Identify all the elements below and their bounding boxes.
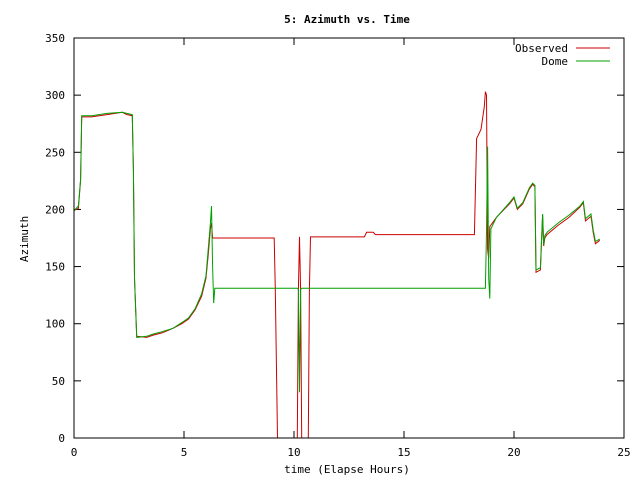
x-tick-label: 25: [617, 446, 630, 459]
y-tick-label: 300: [45, 89, 65, 102]
x-axis-label: time (Elapse Hours): [284, 463, 410, 476]
x-tick-label: 0: [71, 446, 78, 459]
legend-label-dome: Dome: [542, 55, 569, 68]
plot-frame: [73, 37, 625, 439]
legend-label-observed: Observed: [515, 42, 568, 55]
x-axis-ticks: 0 5 10 15 20 25: [71, 38, 631, 459]
y-tick-label: 350: [45, 32, 65, 45]
y-tick-label: 250: [45, 146, 65, 159]
y-tick-label: 100: [45, 318, 65, 331]
y-axis-label: Azimuth: [18, 216, 31, 262]
legend: Observed Dome: [515, 42, 610, 68]
series-lines: [73, 91, 601, 439]
series-line-observed: [73, 91, 601, 439]
y-tick-label: 150: [45, 261, 65, 274]
y-tick-label: 0: [58, 432, 65, 445]
x-tick-label: 10: [287, 446, 300, 459]
chart-title: 5: Azimuth vs. Time: [284, 13, 410, 26]
y-tick-label: 200: [45, 203, 65, 216]
y-axis-ticks: 0 50 100 150 200 250 300 350: [45, 32, 624, 445]
series-line-dome: [73, 111, 601, 393]
x-tick-label: 5: [181, 446, 188, 459]
y-tick-label: 50: [52, 375, 65, 388]
x-tick-label: 20: [507, 446, 520, 459]
x-tick-label: 15: [397, 446, 410, 459]
